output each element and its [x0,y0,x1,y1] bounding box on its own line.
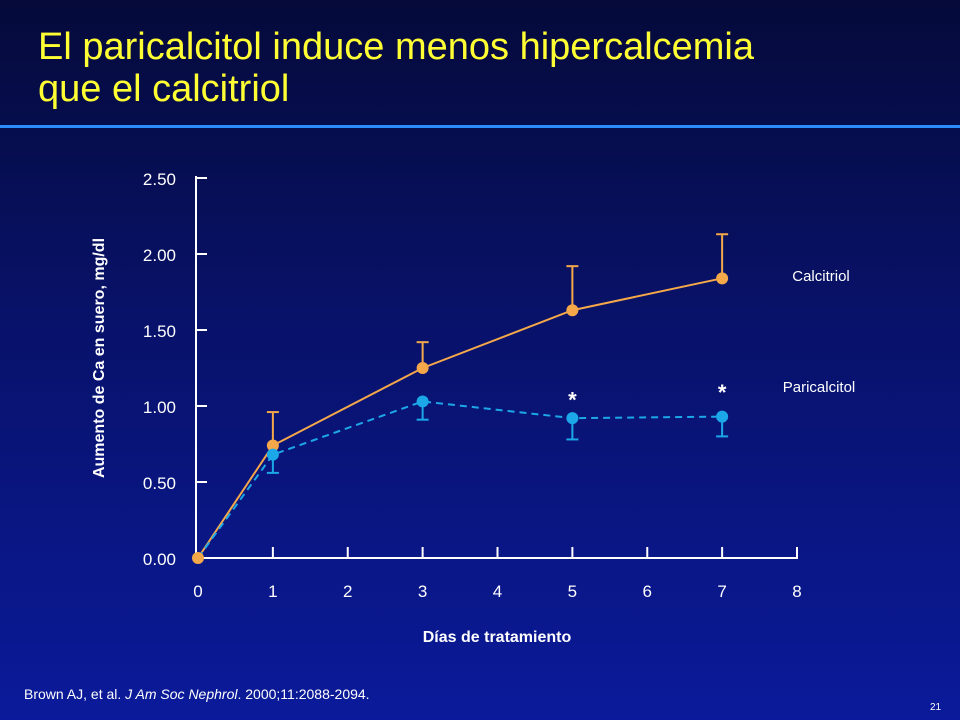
calcitriol-point [566,304,579,317]
y-tick-label: 2.50 [143,170,176,189]
significance-asterisk: * [568,387,577,412]
y-axis-label: Aumento de Ca en suero, mg/dl [91,238,108,478]
y-tick-label: 2.00 [143,246,176,265]
calcitriol-point [192,552,204,564]
x-tick-label: 1 [268,582,277,601]
legend-paricalcitol: Paricalcitol [783,379,856,396]
paricalcitol-point [416,395,429,408]
y-tick-label: 0.00 [143,550,176,569]
legend-calcitriol: Calcitriol [792,268,850,285]
plot-area: Calcitriol Paricalcitol * * [192,233,856,564]
calcitriol-point [716,272,729,285]
paricalcitol-point [566,412,579,425]
x-tick-label: 8 [792,582,801,601]
y-tick-label: 1.00 [143,398,176,417]
citation-authors: Brown AJ, et al. [24,686,122,702]
title-line-2: que el calcitriol [38,68,290,110]
x-tick-label: 2 [343,582,352,601]
x-tick-label: 0 [193,582,202,601]
title-line-1: El paricalcitol induce menos hipercalcem… [38,26,755,68]
paricalcitol-point [266,448,279,461]
citation-details: . 2000;11:2088-2094. [237,686,370,702]
x-tick-label: 7 [717,582,726,601]
x-axis-label: Días de tratamiento [423,629,572,646]
calcitriol-point [416,362,429,374]
title-divider [0,125,960,128]
axes: 0.00 0.50 1.00 1.50 2.00 2.50 0 1 2 3 4 5 6 7 8 [143,170,802,601]
x-tick-label: 3 [418,582,427,601]
significance-asterisk: * [718,380,727,405]
paricalcitol-line [197,400,723,559]
x-tick-label: 6 [643,582,652,601]
paricalcitol-point [716,410,729,423]
x-tick-label: 4 [493,582,502,601]
x-tick-label: 5 [568,582,577,601]
y-tick-label: 0.50 [143,474,176,493]
slide-title: El paricalcitol induce menos hipercalcem… [38,26,918,110]
page-number: 21 [930,702,942,713]
citation-journal: J Am Soc Nephrol [125,686,238,702]
calcitriol-point [266,439,279,452]
y-tick-label: 1.50 [143,322,176,341]
citation: Brown AJ, et al. J Am Soc Nephrol. 2000;… [24,686,370,702]
